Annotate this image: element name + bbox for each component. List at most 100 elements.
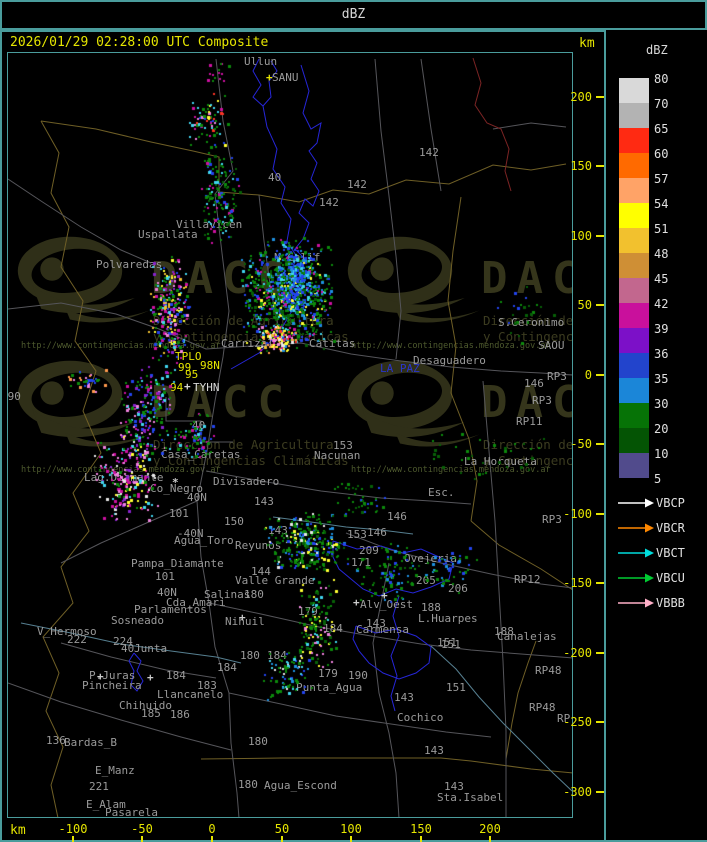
bottom-axis-tick-label: -100 [58,822,88,836]
dbz-band [619,228,649,253]
map-label: Cochico [397,711,444,724]
map-label: 146 [367,526,387,539]
map-label: L.Huarpes [418,612,478,625]
map-label: 143 [268,524,288,537]
right-axis-tick [596,165,604,167]
map-label: Canalejas [497,630,557,643]
map-label: 151 [441,638,461,651]
station-marker-icon: + [266,71,273,84]
bottom-axis-tick [211,836,213,842]
bottom-axis-tick-label: 0 [208,822,216,836]
map-label: 179 [318,667,338,680]
dbz-band [619,403,649,428]
dbz-band [619,153,649,178]
legend-panel: dBZ 80 70 65 60 57 54 51 48 45 42 39 36 35 30 20 10 5 VB… [604,30,707,840]
map-label: SANU [272,71,299,84]
map-label: 184 [323,622,343,635]
dbz-scale-label: 5 [654,472,662,486]
map-label: Polvaredas [96,258,163,271]
map-line-gray [492,122,567,130]
map-label: RP [557,712,571,725]
map-line-gray [374,58,402,360]
right-axis-tick [596,304,604,306]
bottom-axis-tick [281,836,283,842]
station-marker-icon: + [353,596,360,609]
vector-row: VBCP [606,496,707,510]
dbz-scale-label: 48 [654,247,669,261]
right-axis-tick [596,652,604,654]
map-viewport[interactable]: DACC Dirección de Agricultura y Contingenc… [7,52,573,818]
map-label: Bardas_B [64,736,117,749]
map-label: LA PAZ [380,362,420,375]
dbz-band [619,103,649,128]
vector-row: VBCU [606,571,707,585]
vector-label: VBBB [656,596,685,610]
map-label: 186 [170,708,190,721]
map-label: RP3 [542,513,562,526]
dbz-band [619,453,649,478]
vector-label: VBCP [656,496,685,510]
bottom-axis-tick [420,836,422,842]
map-label: Sta.Isabel [437,791,504,804]
dbz-band [619,128,649,153]
bottom-axis-tick-label: 200 [479,822,501,836]
map-label: RP3 [532,394,552,407]
map-label: 180 [244,588,264,601]
vector-arrow-icon [618,523,654,533]
bottom-axis-tick [72,836,74,842]
map-line-gray [8,178,152,264]
map-label: Valle Grande [235,574,315,587]
right-axis-tick-label: 50 [577,298,592,312]
dbz-scale-label: 70 [654,97,669,111]
map-label: 40 [121,642,135,655]
vector-label: VBCU [656,571,685,585]
right-axis-tick [596,721,604,723]
map-label: Desaguadero [413,354,486,367]
map-label: 184 [217,661,237,674]
dbz-scale-label: 42 [654,297,669,311]
map-label: SAOU [538,339,565,352]
station-marker-icon: + [184,380,191,393]
map-label: N Calif [274,251,321,264]
right-axis-tick [596,235,604,237]
map-label: Pampa_Diamante [131,557,224,570]
map-label: 40N [187,491,207,504]
station-marker-icon: + [147,671,154,684]
right-axis-tick [596,96,604,98]
map-label: 95 [185,368,199,381]
dbz-band [619,378,649,403]
vector-label: VBCT [656,546,685,560]
map-label: 101 [155,570,175,583]
map-label: 150 [224,515,244,528]
dbz-band [619,78,649,103]
dbz-color-scale [619,78,649,478]
dbz-scale-label: 80 [654,72,669,86]
dbz-scale-label: 65 [654,122,669,136]
dbz-scale-label: 20 [654,422,669,436]
map-label: 209 [359,544,379,557]
map-label: Esc. [428,486,455,499]
dbz-band [619,278,649,303]
right-axis-tick [596,513,604,515]
map-label: La Horqueta [464,455,537,468]
right-axis-tick [596,791,604,793]
map-line-olive [200,757,572,774]
bottom-axis-tick-label: 100 [340,822,362,836]
map-label: Agua_Toro [174,534,234,547]
map-label: 142 [319,196,339,209]
map-label: Pasarela [105,806,158,818]
map-line-olive [40,120,567,203]
map-label: 180 [240,649,260,662]
dbz-scale-label: 30 [654,397,669,411]
vector-arrow-icon [618,548,654,558]
map-label: Junta [134,642,168,655]
station-marker-icon: * [172,476,179,489]
right-axis-unit-label: km [579,36,595,51]
dbz-scale-label: 10 [654,447,669,461]
map-label: RP48 [535,664,562,677]
map-label: 180 [248,735,268,748]
right-axis-tick [596,582,604,584]
right-axis-tick-label: 200 [570,90,592,104]
map-label: 94 [170,381,184,394]
